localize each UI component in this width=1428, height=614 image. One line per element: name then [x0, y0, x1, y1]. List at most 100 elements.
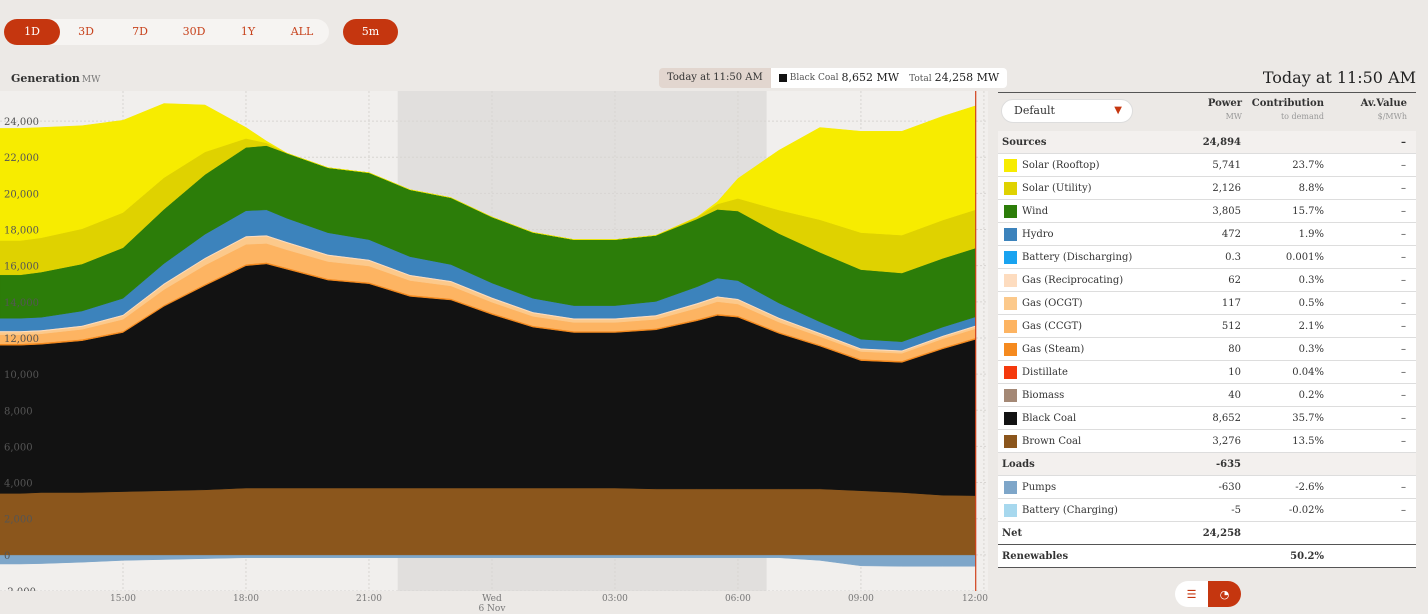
- row-power: -635: [1215, 459, 1241, 470]
- color-swatch: [1004, 343, 1017, 356]
- chart-title-text: Generation: [11, 72, 80, 85]
- hover-fuel-name: Black Coal: [789, 73, 839, 83]
- color-swatch: [1004, 481, 1017, 494]
- row-power: 5,741: [1212, 160, 1241, 171]
- x-tick-sublabel: 6 Nov: [478, 604, 506, 614]
- column-power[interactable]: Power MW: [1208, 97, 1242, 123]
- table-row[interactable]: Black Coal 8,652 35.7% –: [998, 407, 1416, 430]
- row-av-value: –: [1401, 482, 1406, 493]
- range-7d-button[interactable]: 7D: [132, 25, 148, 38]
- row-contribution: 0.001%: [1285, 252, 1324, 263]
- row-label: Battery (Charging): [1022, 505, 1118, 516]
- row-power: 8,652: [1212, 413, 1241, 424]
- row-contribution: 0.2%: [1298, 390, 1324, 401]
- table-row[interactable]: Gas (CCGT) 512 2.1% –: [998, 315, 1416, 338]
- hover-total-label: Total: [909, 74, 932, 84]
- row-av-value: –: [1401, 390, 1406, 401]
- x-tick-label: 06:00: [725, 594, 751, 604]
- x-tick-label: 09:00: [848, 594, 874, 604]
- table-divider: [998, 92, 1416, 93]
- row-contribution: -0.02%: [1288, 505, 1324, 516]
- interval-button[interactable]: 5m: [343, 19, 398, 45]
- row-power: 2,126: [1212, 183, 1241, 194]
- row-contribution: -2.6%: [1295, 482, 1324, 493]
- row-power: 3,805: [1212, 206, 1241, 217]
- row-av-value: –: [1401, 505, 1406, 516]
- row-contribution: 2.1%: [1298, 321, 1324, 332]
- loads-group-row[interactable]: Loads -635: [998, 453, 1416, 476]
- table-row[interactable]: Wind 3,805 15.7% –: [998, 200, 1416, 223]
- generation-chart[interactable]: -2,000 0 2,000 4,000 6,000 8,000 10,000 12,000 1…: [0, 91, 988, 591]
- y-tick-label: 22,000: [4, 153, 39, 164]
- row-label: Battery (Discharging): [1022, 252, 1133, 263]
- row-label: Renewables: [1002, 551, 1069, 562]
- row-power: 40: [1228, 390, 1241, 401]
- table-row[interactable]: Battery (Charging) -5 -0.02% –: [998, 499, 1416, 522]
- hover-fuel-swatch: [778, 74, 787, 82]
- row-label: Gas (Reciprocating): [1022, 275, 1124, 286]
- row-label: Distillate: [1022, 367, 1068, 378]
- row-av-value: –: [1401, 321, 1406, 332]
- renewables-row[interactable]: Renewables 50.2%: [998, 545, 1416, 568]
- table-title: Today at 11:50 AM: [1262, 68, 1416, 87]
- table-row[interactable]: Solar (Rooftop) 5,741 23.7% –: [998, 154, 1416, 177]
- table-row[interactable]: Gas (Reciprocating) 62 0.3% –: [998, 269, 1416, 292]
- row-label: Sources: [1002, 137, 1047, 148]
- row-contribution: 15.7%: [1292, 206, 1324, 217]
- row-label: Brown Coal: [1022, 436, 1082, 447]
- x-tick-text: Wed: [482, 594, 502, 604]
- column-av-value-unit: $/MWh: [1377, 112, 1407, 121]
- column-av-value[interactable]: Av.Value $/MWh: [1361, 97, 1407, 123]
- color-swatch: [1004, 297, 1017, 310]
- row-av-value: –: [1401, 436, 1406, 447]
- column-power-label: Power: [1207, 98, 1242, 109]
- range-1y-button[interactable]: 1Y: [240, 25, 256, 38]
- series-area-brown-coal: [0, 487, 976, 556]
- hover-total: Total 24,258 MW: [905, 68, 1008, 88]
- column-av-value-label: Av.Value: [1360, 98, 1407, 109]
- chart-title: Generation MW: [11, 72, 100, 85]
- row-power: 10: [1228, 367, 1241, 378]
- range-30d-button[interactable]: 30D: [182, 25, 206, 38]
- row-power: 62: [1228, 275, 1241, 286]
- table-row[interactable]: Gas (OCGT) 117 0.5% –: [998, 292, 1416, 315]
- sources-group-row[interactable]: Sources 24,894 –: [998, 131, 1416, 154]
- pie-chart-icon[interactable]: ◔: [1208, 581, 1241, 607]
- range-1d-button[interactable]: 1D: [4, 19, 60, 45]
- x-tick-label: 18:00: [233, 594, 259, 604]
- range-selector: 1D 3D 7D 30D 1Y ALL: [4, 19, 329, 45]
- y-tick-label: 10,000: [4, 370, 39, 381]
- table-row[interactable]: Gas (Steam) 80 0.3% –: [998, 338, 1416, 361]
- table-row[interactable]: Biomass 40 0.2% –: [998, 384, 1416, 407]
- hover-readout: Today at 11:50 AM Black Coal 8,652 MW Tot…: [659, 68, 1008, 88]
- x-tick-text: 12:00: [962, 594, 988, 604]
- range-3d-button[interactable]: 3D: [78, 25, 94, 38]
- column-contribution[interactable]: Contribution to demand: [1252, 97, 1324, 123]
- row-power: 24,258: [1202, 528, 1241, 539]
- x-tick-label: Wed 6 Nov: [478, 594, 505, 614]
- table-row[interactable]: Battery (Discharging) 0.3 0.001% –: [998, 246, 1416, 269]
- grouping-dropdown[interactable]: Default ▼: [1001, 99, 1133, 123]
- range-all-button[interactable]: ALL: [290, 25, 314, 38]
- row-power: 117: [1221, 298, 1241, 309]
- table-row[interactable]: Distillate 10 0.04% –: [998, 361, 1416, 384]
- row-contribution: 0.3%: [1298, 344, 1324, 355]
- color-swatch: [1004, 228, 1017, 241]
- bar-chart-icon[interactable]: ☰: [1186, 587, 1197, 601]
- net-row[interactable]: Net 24,258: [998, 522, 1416, 545]
- row-label: Gas (Steam): [1022, 344, 1085, 355]
- table-row[interactable]: Solar (Utility) 2,126 8.8% –: [998, 177, 1416, 200]
- table-row[interactable]: Hydro 472 1.9% –: [998, 223, 1416, 246]
- row-power: 512: [1221, 321, 1241, 332]
- row-label: Wind: [1022, 206, 1049, 217]
- row-label: Gas (OCGT): [1022, 298, 1083, 309]
- x-tick-text: 21:00: [355, 594, 382, 604]
- color-swatch: [1004, 366, 1017, 379]
- table-row[interactable]: Brown Coal 3,276 13.5% –: [998, 430, 1416, 453]
- row-av-value: –: [1401, 206, 1406, 217]
- x-tick-text: 03:00: [601, 594, 628, 604]
- row-av-value: –: [1401, 413, 1406, 424]
- row-label: Hydro: [1022, 229, 1054, 240]
- table-row[interactable]: Pumps -630 -2.6% –: [998, 476, 1416, 499]
- row-av-value: –: [1401, 367, 1406, 378]
